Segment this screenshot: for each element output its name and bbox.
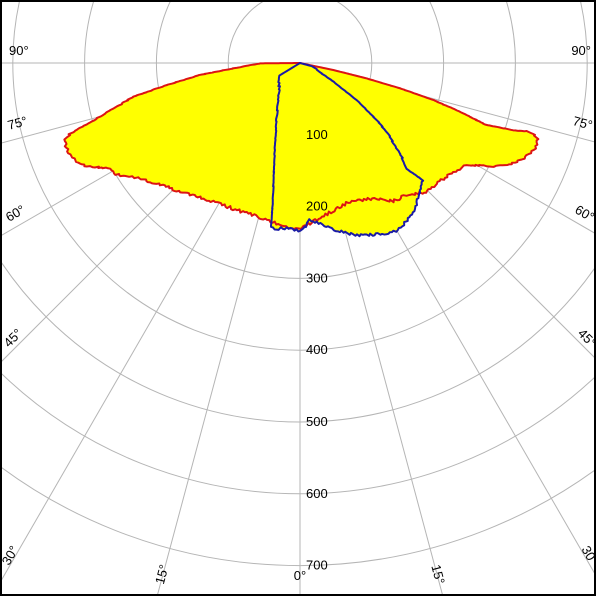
svg-text:0°: 0°: [294, 568, 306, 583]
svg-text:75°: 75°: [571, 113, 594, 133]
svg-text:45°: 45°: [575, 326, 596, 351]
svg-text:700: 700: [306, 558, 328, 573]
svg-text:75°: 75°: [6, 113, 29, 133]
svg-text:600: 600: [306, 486, 328, 501]
svg-text:100: 100: [306, 127, 328, 142]
svg-text:400: 400: [306, 342, 328, 357]
svg-text:60°: 60°: [572, 202, 596, 225]
svg-text:500: 500: [306, 414, 328, 429]
svg-text:90°: 90°: [9, 43, 29, 58]
svg-text:15°: 15°: [428, 563, 448, 586]
svg-text:60°: 60°: [3, 202, 28, 225]
svg-text:30°: 30°: [2, 543, 21, 568]
svg-text:15°: 15°: [152, 563, 172, 586]
svg-text:45°: 45°: [2, 326, 25, 351]
svg-text:90°: 90°: [571, 43, 591, 58]
svg-text:300: 300: [306, 270, 328, 285]
svg-text:200: 200: [306, 199, 328, 214]
svg-text:30°: 30°: [579, 543, 596, 568]
